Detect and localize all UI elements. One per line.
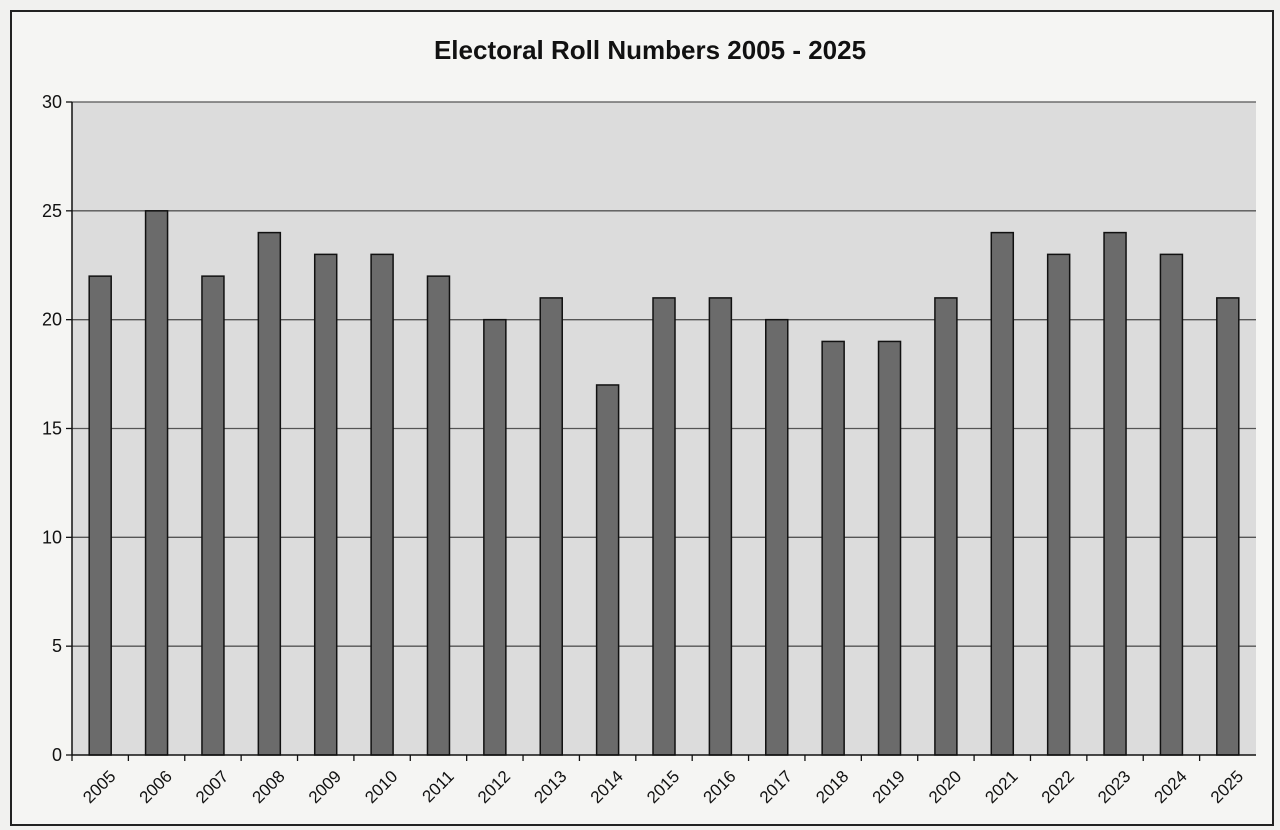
bar-2017 <box>765 318 789 756</box>
bar-2016 <box>708 297 733 756</box>
x-tick-label: 2006 <box>136 767 176 807</box>
bar-2024 <box>1159 253 1184 756</box>
bar-2014 <box>595 384 620 756</box>
bar-2021 <box>990 231 1015 756</box>
x-tick-label: 2011 <box>419 767 458 806</box>
bars <box>88 210 1240 756</box>
x-tick-label: 2019 <box>869 767 909 807</box>
x-tick-label: 2025 <box>1207 767 1247 807</box>
bar-2023 <box>1103 231 1127 756</box>
x-axis-ticks: 2005 2006 2007 2008 2009 2010 2011 2012 2013 2014… <box>71 755 1247 807</box>
x-tick-label: 2013 <box>530 767 570 807</box>
x-tick-label: 2023 <box>1094 767 1134 807</box>
y-tick-label: 30 <box>42 92 62 112</box>
bar-2009 <box>313 253 338 756</box>
bar-2011 <box>426 275 451 756</box>
bar-2025 <box>1216 297 1240 756</box>
bar-2022 <box>1046 253 1071 756</box>
bar-2012 <box>483 318 507 756</box>
bar-2005 <box>88 275 112 756</box>
x-tick-label: 2016 <box>700 767 740 807</box>
y-tick-label: 10 <box>42 527 62 547</box>
y-tick-label: 15 <box>42 419 62 439</box>
x-tick-label: 2017 <box>756 767 796 807</box>
x-tick-label: 2018 <box>812 767 852 807</box>
x-tick-label: 2020 <box>925 767 965 807</box>
bar-2018 <box>821 340 845 756</box>
x-tick-label: 2008 <box>248 767 288 807</box>
y-tick-label: 20 <box>42 310 62 330</box>
x-tick-label: 2005 <box>79 767 119 807</box>
x-tick-label: 2022 <box>1038 767 1078 807</box>
x-tick-label: 2015 <box>643 767 683 807</box>
x-tick-label: 2009 <box>305 767 345 807</box>
chart-title: Electoral Roll Numbers 2005 - 2025 <box>434 35 866 65</box>
bar-2006 <box>144 210 169 756</box>
x-tick-label: 2012 <box>474 767 514 807</box>
y-axis-ticks: 0 5 10 15 20 25 30 <box>42 92 72 765</box>
x-tick-label: 2024 <box>1151 767 1191 807</box>
bar-2008 <box>257 231 282 756</box>
y-tick-label: 0 <box>52 745 62 765</box>
x-tick-label: 2014 <box>587 767 627 807</box>
bar-2010 <box>370 253 394 756</box>
x-tick-label: 2007 <box>192 767 232 807</box>
bar-2013 <box>539 297 563 756</box>
x-tick-label: 2021 <box>981 767 1021 807</box>
y-tick-label: 5 <box>52 636 62 656</box>
x-tick-label: 2010 <box>361 767 401 807</box>
bar-2020 <box>934 297 958 756</box>
bar-2015 <box>652 297 676 756</box>
bar-2007 <box>201 275 225 756</box>
y-tick-label: 25 <box>42 201 62 221</box>
bar-2019 <box>877 340 902 756</box>
